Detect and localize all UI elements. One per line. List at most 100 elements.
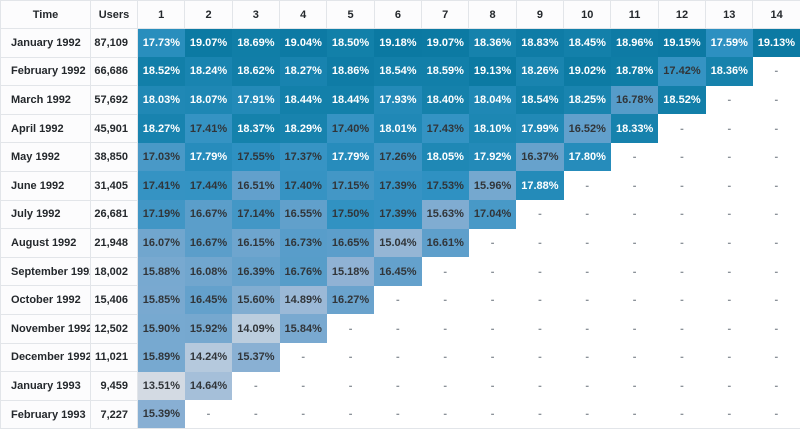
- cohort-value-cell: 17.79%: [326, 142, 375, 172]
- cohort-row: September 1992 18,002 15.88% 16.08% 16.39% 16…: [0, 256, 800, 287]
- empty-cell: -: [516, 314, 564, 344]
- col-header-period-13: 13: [705, 0, 754, 29]
- empty-cell: -: [658, 142, 706, 172]
- cohort-value-cell: 19.07%: [421, 28, 469, 58]
- empty-cell: -: [468, 314, 517, 344]
- cohort-value-cell: 17.79%: [184, 142, 233, 172]
- cohort-value-cell: 17.04%: [468, 200, 517, 229]
- cohort-value-cell: 16.73%: [279, 228, 327, 258]
- cohort-value-cell: 16.08%: [184, 257, 233, 286]
- users-cell: 18,002: [90, 256, 138, 287]
- cohort-row: March 1992 57,692 18.03% 18.07% 17.91% 18.44%…: [0, 85, 800, 115]
- col-header-period-11: 11: [610, 0, 659, 29]
- cohort-table-body: January 1992 87,109 17.73% 19.07% 18.69% 19.0…: [0, 28, 800, 430]
- cohort-value-cell: 16.67%: [184, 228, 233, 258]
- empty-cell: -: [705, 171, 753, 201]
- users-cell: 57,692: [90, 85, 138, 115]
- empty-cell: -: [326, 314, 375, 344]
- cohort-value-cell: 15.85%: [137, 285, 185, 315]
- empty-cell: -: [374, 343, 422, 372]
- time-cell: March 1992: [0, 85, 91, 115]
- users-cell: 21,948: [90, 228, 138, 258]
- empty-cell: -: [705, 228, 753, 258]
- cohort-row: June 1992 31,405 17.41% 17.44% 16.51% 17.40% 1…: [0, 170, 800, 201]
- cohort-value-cell: 19.13%: [752, 28, 800, 58]
- cohort-value-cell: 18.78%: [610, 57, 659, 86]
- col-header-period-12: 12: [657, 0, 707, 29]
- time-cell: November 1992: [0, 313, 91, 344]
- empty-cell: -: [610, 371, 659, 401]
- users-cell: 12,502: [90, 313, 138, 344]
- cohort-value-cell: 16.27%: [326, 285, 375, 315]
- empty-cell: -: [326, 371, 375, 401]
- time-cell: October 1992: [0, 285, 91, 315]
- empty-cell: -: [610, 228, 659, 258]
- cohort-value-cell: 16.15%: [232, 228, 280, 258]
- cohort-value-cell: 14.24%: [184, 343, 233, 372]
- cohort-value-cell: 15.63%: [421, 200, 469, 229]
- empty-cell: -: [563, 228, 611, 258]
- users-cell: 11,021: [90, 342, 138, 373]
- cohort-value-cell: 17.80%: [563, 142, 611, 172]
- time-cell: January 1992: [0, 28, 91, 58]
- col-header-period-7: 7: [421, 0, 470, 29]
- empty-cell: -: [610, 400, 659, 429]
- empty-cell: -: [658, 114, 706, 143]
- cohort-value-cell: 15.39%: [137, 400, 185, 429]
- cohort-value-cell: 14.09%: [232, 314, 280, 344]
- empty-cell: -: [468, 400, 517, 429]
- users-cell: 15,406: [90, 285, 138, 315]
- header-row: Time Users 1 2 3 4 5 6 7 8 9 10 11 12 13 14: [0, 0, 800, 29]
- cohort-value-cell: 18.04%: [468, 85, 517, 115]
- cohort-value-cell: 18.50%: [326, 28, 375, 58]
- empty-cell: -: [610, 257, 659, 286]
- cohort-value-cell: 18.62%: [232, 57, 280, 86]
- empty-cell: -: [421, 371, 469, 401]
- cohort-value-cell: 15.18%: [326, 257, 375, 286]
- users-cell: 26,681: [90, 199, 138, 230]
- empty-cell: -: [752, 400, 800, 429]
- cohort-value-cell: 17.40%: [326, 114, 375, 143]
- cohort-value-cell: 18.37%: [232, 114, 280, 143]
- cohort-value-cell: 18.54%: [516, 85, 564, 115]
- cohort-value-cell: 18.36%: [468, 28, 517, 58]
- empty-cell: -: [374, 314, 422, 344]
- cohort-row: November 1992 12,502 15.90% 15.92% 14.09% 15.…: [0, 313, 800, 344]
- users-cell: 45,901: [90, 113, 138, 144]
- cohort-value-cell: 18.25%: [563, 85, 611, 115]
- col-header-period-9: 9: [515, 0, 565, 29]
- empty-cell: -: [516, 257, 564, 286]
- empty-cell: -: [752, 257, 800, 286]
- empty-cell: -: [752, 343, 800, 372]
- cohort-value-cell: 16.52%: [563, 114, 611, 143]
- empty-cell: -: [610, 314, 659, 344]
- empty-cell: -: [468, 343, 517, 372]
- cohort-value-cell: 16.67%: [184, 200, 233, 229]
- cohort-value-cell: 17.37%: [279, 142, 327, 172]
- cohort-value-cell: 17.93%: [374, 85, 422, 115]
- cohort-value-cell: 16.76%: [279, 257, 327, 286]
- cohort-value-cell: 17.91%: [232, 85, 280, 115]
- cohort-value-cell: 18.86%: [326, 57, 375, 86]
- cohort-value-cell: 19.13%: [468, 57, 517, 86]
- cohort-value-cell: 17.44%: [184, 171, 233, 201]
- cohort-value-cell: 17.50%: [326, 200, 375, 229]
- empty-cell: -: [610, 200, 659, 229]
- empty-cell: -: [658, 285, 706, 315]
- cohort-value-cell: 16.61%: [421, 228, 469, 258]
- empty-cell: -: [610, 285, 659, 315]
- time-cell: December 1992: [0, 342, 91, 373]
- empty-cell: -: [279, 371, 327, 401]
- empty-cell: -: [752, 142, 800, 172]
- empty-cell: -: [468, 371, 517, 401]
- empty-cell: -: [752, 57, 800, 86]
- cohort-value-cell: 18.96%: [610, 28, 659, 58]
- cohort-value-cell: 14.64%: [184, 371, 233, 401]
- time-cell: August 1992: [0, 228, 91, 258]
- empty-cell: -: [705, 200, 753, 229]
- cohort-value-cell: 17.43%: [421, 114, 469, 143]
- cohort-row: October 1992 15,406 15.85% 16.45% 15.60% 14.8…: [0, 285, 800, 315]
- cohort-value-cell: 18.44%: [326, 85, 375, 115]
- col-header-period-1: 1: [136, 0, 186, 29]
- users-cell: 9,459: [90, 371, 138, 401]
